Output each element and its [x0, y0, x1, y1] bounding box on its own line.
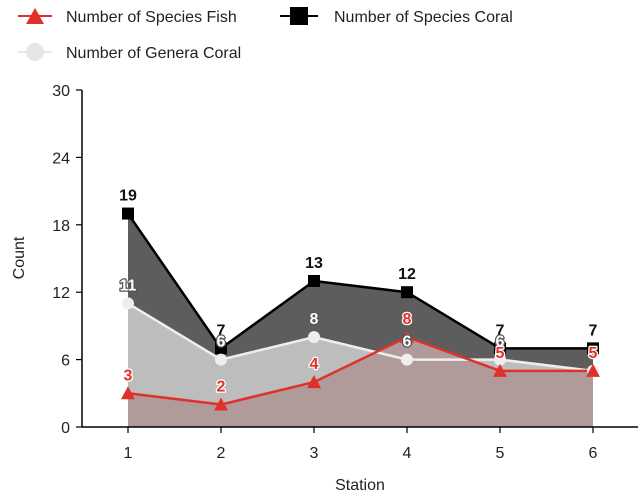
- data-label-genera-coral: 5: [589, 345, 598, 362]
- line-fish: [127, 335, 593, 406]
- marker-species-coral: [122, 207, 134, 220]
- series-areas: [128, 213, 593, 427]
- marker-genera-coral: [401, 353, 413, 366]
- marker-fish: [493, 363, 507, 377]
- data-label-genera-coral: 8: [310, 311, 319, 328]
- marker-species-coral: [494, 342, 506, 355]
- legend-item-species-coral: Number of Species Coral: [280, 7, 513, 26]
- legend-item-fish: Number of Species Fish: [18, 8, 237, 26]
- legend-genera-coral-circle-icon: [26, 43, 44, 61]
- data-label-fish: 2: [217, 379, 226, 396]
- x-tick-label: 6: [589, 445, 598, 462]
- legend-species-coral-label: Number of Species Coral: [334, 9, 513, 26]
- y-axis-title: Count: [11, 236, 28, 279]
- data-label-species-coral: 12: [398, 266, 416, 283]
- marker-genera-coral: [215, 353, 227, 366]
- y-tick-label: 24: [52, 150, 70, 167]
- x-tick-label: 2: [217, 445, 226, 462]
- marker-fish: [400, 330, 414, 344]
- marker-genera-coral: [494, 353, 506, 366]
- marker-fish: [214, 397, 228, 411]
- data-label-fish: 3: [124, 367, 133, 384]
- marker-species-coral: [401, 286, 413, 299]
- y-tick-label: 0: [61, 420, 70, 437]
- data-label-species-coral: 7: [217, 322, 226, 339]
- marker-species-coral: [308, 274, 320, 287]
- x-tick-label: 3: [310, 445, 319, 462]
- y-tick-label: 12: [52, 285, 70, 302]
- legend-fish-triangle-icon: [26, 8, 44, 24]
- data-label-fish: 8: [403, 311, 412, 328]
- marker-fish: [121, 386, 135, 400]
- y-tick-label: 18: [52, 218, 70, 235]
- x-tick-label: 5: [496, 445, 505, 462]
- data-label-genera-coral: 6: [217, 334, 226, 351]
- series-lines: [126, 212, 594, 406]
- marker-fish: [307, 375, 321, 389]
- series-markers: [121, 207, 600, 411]
- data-label-fish: 5: [496, 345, 505, 362]
- x-tick-label: 4: [403, 445, 412, 462]
- area-fish: [128, 337, 593, 427]
- line-species-coral: [126, 212, 593, 350]
- marker-fish: [586, 363, 600, 377]
- x-axis-title: Station: [335, 477, 385, 494]
- legend-fish-label: Number of Species Fish: [66, 9, 237, 26]
- marker-species-coral: [587, 342, 599, 355]
- data-label-fish: 5: [589, 345, 598, 362]
- marker-species-coral: [215, 342, 227, 355]
- legend-item-genera-coral: Number of Genera Coral: [18, 43, 241, 62]
- y-tick-label: 30: [52, 83, 70, 100]
- line-genera-coral: [127, 302, 594, 373]
- legend: Number of Species Fish Number of Species…: [18, 7, 513, 62]
- data-label-genera-coral: 11: [120, 277, 137, 294]
- data-label-species-coral: 7: [496, 322, 505, 339]
- marker-genera-coral: [308, 331, 320, 344]
- data-label-genera-coral: 6: [403, 334, 412, 351]
- data-label-species-coral: 19: [119, 188, 137, 205]
- legend-genera-coral-label: Number of Genera Coral: [66, 45, 241, 62]
- legend-species-coral-square-icon: [290, 7, 308, 25]
- data-label-species-coral: 7: [589, 322, 598, 339]
- data-label-genera-coral: 6: [496, 334, 505, 351]
- data-label-fish: 4: [310, 356, 319, 373]
- axes: [81, 90, 638, 428]
- y-tick-label: 6: [61, 353, 70, 370]
- marker-genera-coral: [122, 297, 134, 310]
- x-tick-label: 1: [124, 445, 133, 462]
- data-label-species-coral: 13: [305, 255, 323, 272]
